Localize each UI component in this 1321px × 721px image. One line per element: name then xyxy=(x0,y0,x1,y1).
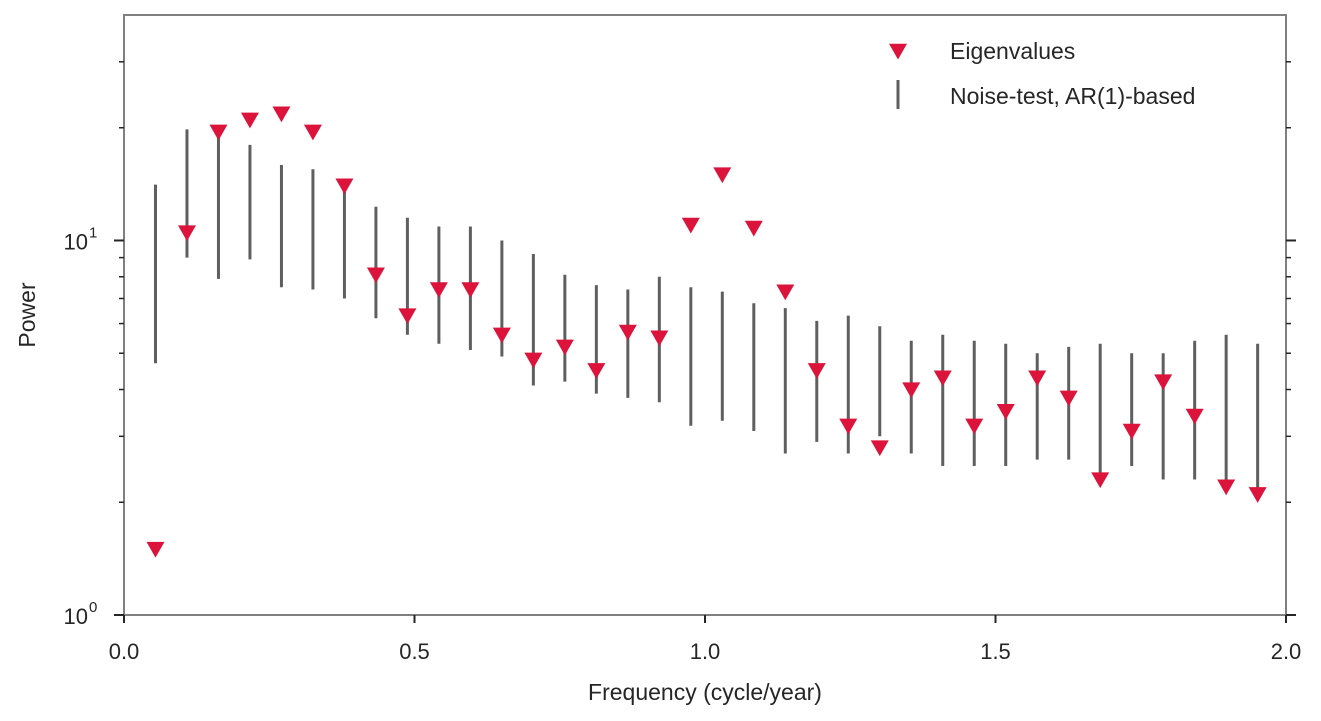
eigenvalue-marker xyxy=(902,382,921,399)
eigenvalue-marker xyxy=(587,363,606,379)
eigenvalue-marker xyxy=(1154,374,1173,391)
y-axis-label: Power xyxy=(14,282,40,348)
y-tick-label: 10 0 xyxy=(64,599,98,629)
eigenvalue-marker xyxy=(965,418,984,435)
eigenvalue-marker xyxy=(303,124,322,141)
eigenvalue-marker xyxy=(713,167,732,184)
y-tick-base: 10 xyxy=(64,229,88,254)
eigenvalue-marker xyxy=(177,225,196,242)
eigenvalue-marker xyxy=(618,324,637,341)
y-tick-base: 10 xyxy=(64,604,88,629)
eigenvalue-marker xyxy=(1091,472,1110,489)
eigenvalue-marker xyxy=(240,112,259,129)
axis-ticks xyxy=(114,61,1296,623)
y-tick-label: 10 1 xyxy=(64,224,98,254)
x-tick-label: 0.5 xyxy=(399,639,430,664)
eigenvalue-marker xyxy=(398,308,417,325)
eigenvalue-marker xyxy=(555,339,574,356)
eigenvalue-marker xyxy=(839,418,858,435)
eigenvalue-marker xyxy=(1185,408,1204,425)
eigenvalue-marker xyxy=(272,106,291,123)
x-tick-label: 0.0 xyxy=(109,639,140,664)
eigenvalue-marker xyxy=(1059,390,1078,407)
eigenvalue-marker xyxy=(1028,370,1047,387)
eigenvalue-marker xyxy=(1217,479,1236,496)
y-tick-exponent: 0 xyxy=(89,599,97,616)
eigenvalue-marker xyxy=(807,363,826,379)
eigenvalue-marker xyxy=(744,220,763,237)
legend-label-noise-test: Noise-test, AR(1)-based xyxy=(950,83,1195,109)
eigenvalue-marker xyxy=(681,217,700,234)
legend: Eigenvalues Noise-test, AR(1)-based xyxy=(889,38,1195,109)
eigenvalue-marker xyxy=(461,282,480,299)
eigenvalue-marker xyxy=(335,178,354,195)
noise-bars xyxy=(153,129,1260,495)
y-tick-exponent: 1 xyxy=(89,224,97,241)
eigenvalue-marker xyxy=(524,352,543,369)
eigenvalue-marker xyxy=(429,282,448,299)
eigenvalue-markers xyxy=(146,106,1267,558)
eigenvalue-marker xyxy=(1122,423,1141,440)
x-tick-label: 1.0 xyxy=(690,639,721,664)
eigenvalue-marker xyxy=(1248,487,1267,503)
x-tick-labels: 0.0 0.5 1.0 1.5 2.0 xyxy=(109,639,1302,664)
x-tick-label: 2.0 xyxy=(1271,639,1302,664)
eigenvalue-marker xyxy=(146,541,165,558)
eigenvalue-marker xyxy=(933,370,952,387)
eigenvalue-marker xyxy=(776,284,795,301)
legend-marker-eigenvalues xyxy=(889,43,907,60)
eigenvalue-marker xyxy=(650,330,669,347)
x-tick-label: 1.5 xyxy=(980,639,1011,664)
legend-label-eigenvalues: Eigenvalues xyxy=(950,38,1075,64)
eigenvalue-marker xyxy=(366,267,385,284)
eigenvalue-marker xyxy=(492,327,511,344)
eigenvalue-marker xyxy=(996,404,1015,420)
eigenvalue-marker xyxy=(870,440,889,457)
eigenvalue-marker xyxy=(209,124,228,141)
x-axis-label: Frequency (cycle/year) xyxy=(588,679,822,705)
